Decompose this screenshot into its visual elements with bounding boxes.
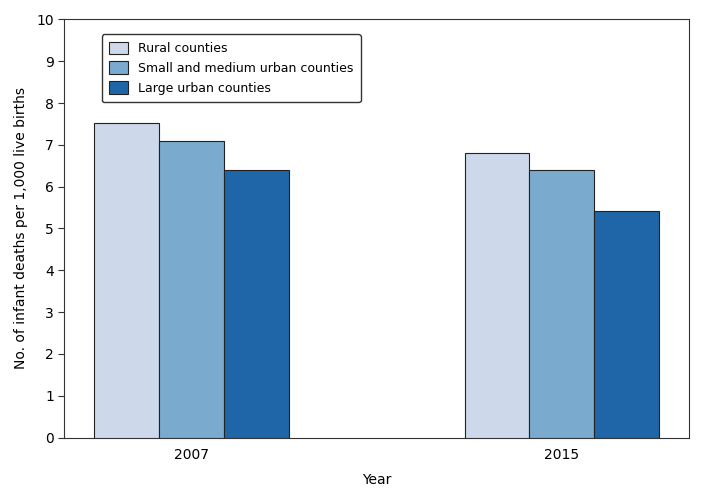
Bar — [94, 123, 159, 437]
Bar — [159, 141, 224, 437]
Bar — [224, 169, 289, 437]
X-axis label: Year: Year — [362, 473, 392, 487]
Bar — [465, 153, 529, 437]
Bar — [529, 169, 594, 437]
Y-axis label: No. of infant deaths per 1,000 live births: No. of infant deaths per 1,000 live birt… — [14, 88, 28, 369]
Legend: Rural counties, Small and medium urban counties, Large urban counties: Rural counties, Small and medium urban c… — [102, 34, 361, 102]
Bar — [594, 211, 659, 437]
